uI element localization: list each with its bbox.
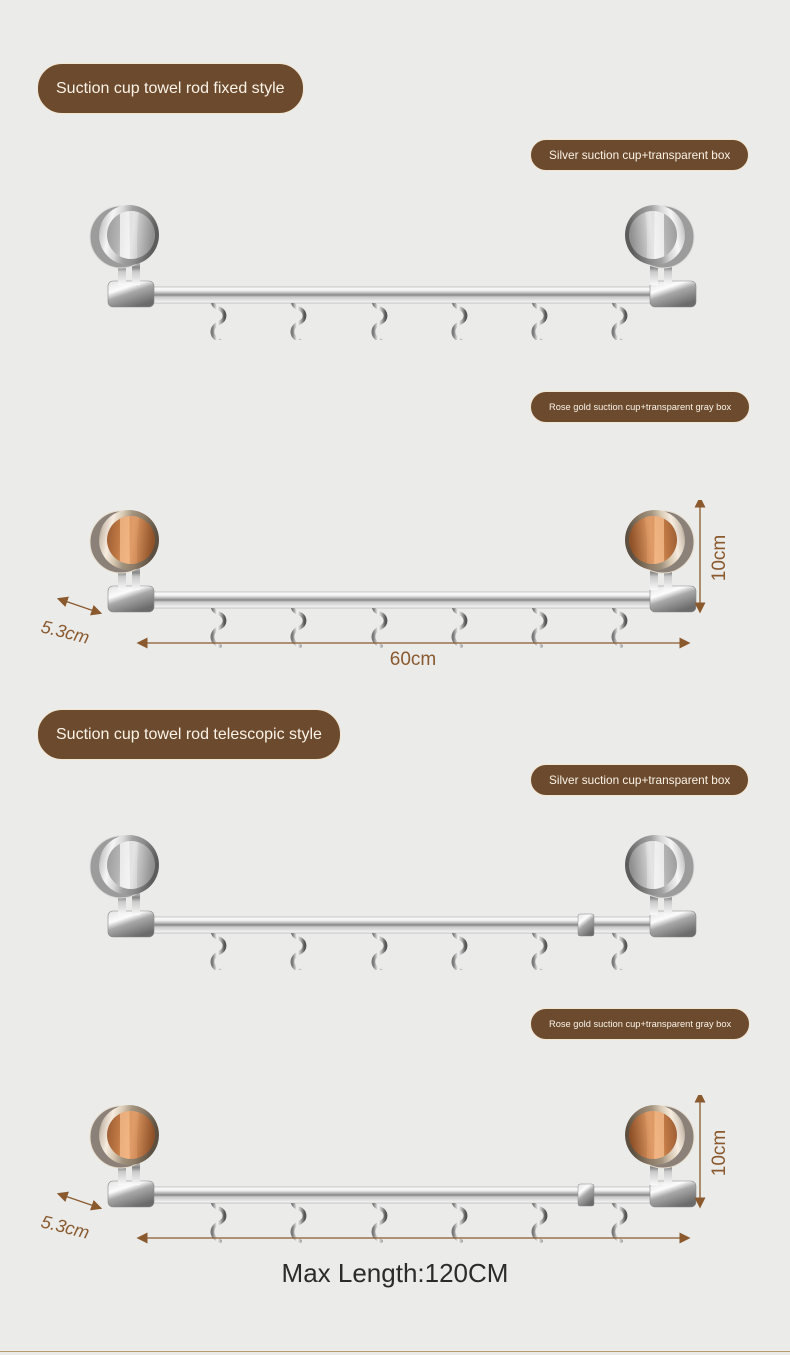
svg-text:10cm: 10cm <box>709 535 730 581</box>
svg-text:5.3cm: 5.3cm <box>39 616 91 647</box>
svg-text:60cm: 60cm <box>390 649 436 670</box>
svg-text:5.3cm: 5.3cm <box>39 1211 91 1242</box>
svg-text:10cm: 10cm <box>709 1130 730 1176</box>
